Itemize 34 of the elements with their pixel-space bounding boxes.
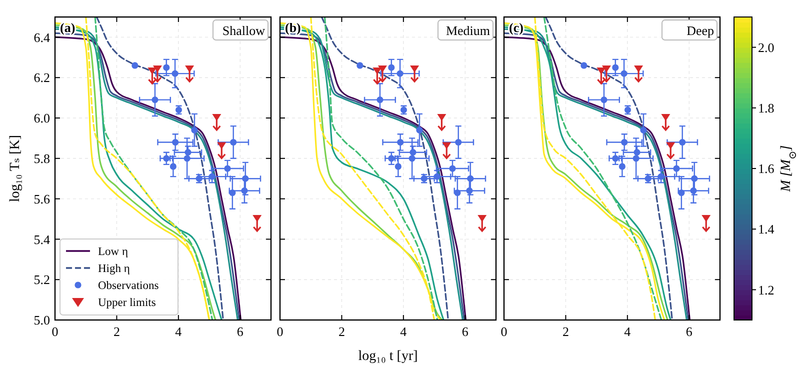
annotation: Shallow xyxy=(222,23,266,38)
legend-label: Observations xyxy=(98,280,160,292)
x-tick-label: 4 xyxy=(400,324,408,339)
color-bar-label: 1.8 xyxy=(758,100,774,116)
legend-label: Upper limits xyxy=(98,297,156,309)
x-tick-label: 2 xyxy=(113,324,120,339)
y-tick-label: 6.0 xyxy=(34,110,50,126)
x-tick-label: 6 xyxy=(686,324,693,339)
x-tick-label: 6 xyxy=(236,324,244,339)
annotation: Medium xyxy=(446,23,490,38)
color-bar-label: 1.2 xyxy=(758,282,774,298)
x-tick-label: 0 xyxy=(276,324,284,339)
color-bar-label: 2.0 xyxy=(758,40,774,55)
y-tick-label: 6.4 xyxy=(34,30,50,45)
color-bar-label: 1.6 xyxy=(758,161,775,176)
x-tick-label: 2 xyxy=(338,324,345,339)
y-tick-label: 6.2 xyxy=(34,70,50,86)
x-tick-label: 4 xyxy=(624,324,632,339)
annotation: Deep xyxy=(686,23,714,38)
y-axis-title: log₁₀ Tₛ [K] xyxy=(8,134,23,202)
y-tick-label: 5.2 xyxy=(34,272,50,288)
x-tick-label: 0 xyxy=(500,324,508,339)
x-tick-label: 0 xyxy=(52,324,58,339)
x-tick-label: 6 xyxy=(462,324,469,339)
legend-label: Low η xyxy=(98,246,128,258)
y-tick-label: 5.8 xyxy=(34,150,50,166)
legend-label: High η xyxy=(98,263,130,275)
x-tick-label: 4 xyxy=(175,324,182,339)
y-tick-label: 5.6 xyxy=(34,191,50,206)
y-tick-label: 5.4 xyxy=(34,232,50,247)
color-bar-label: 1.4 xyxy=(758,222,775,237)
x-tick-label: 2 xyxy=(562,324,569,339)
y-tick-label: 5.0 xyxy=(34,312,50,328)
x-axis-title: log₁₀ t [yr] xyxy=(358,349,418,364)
